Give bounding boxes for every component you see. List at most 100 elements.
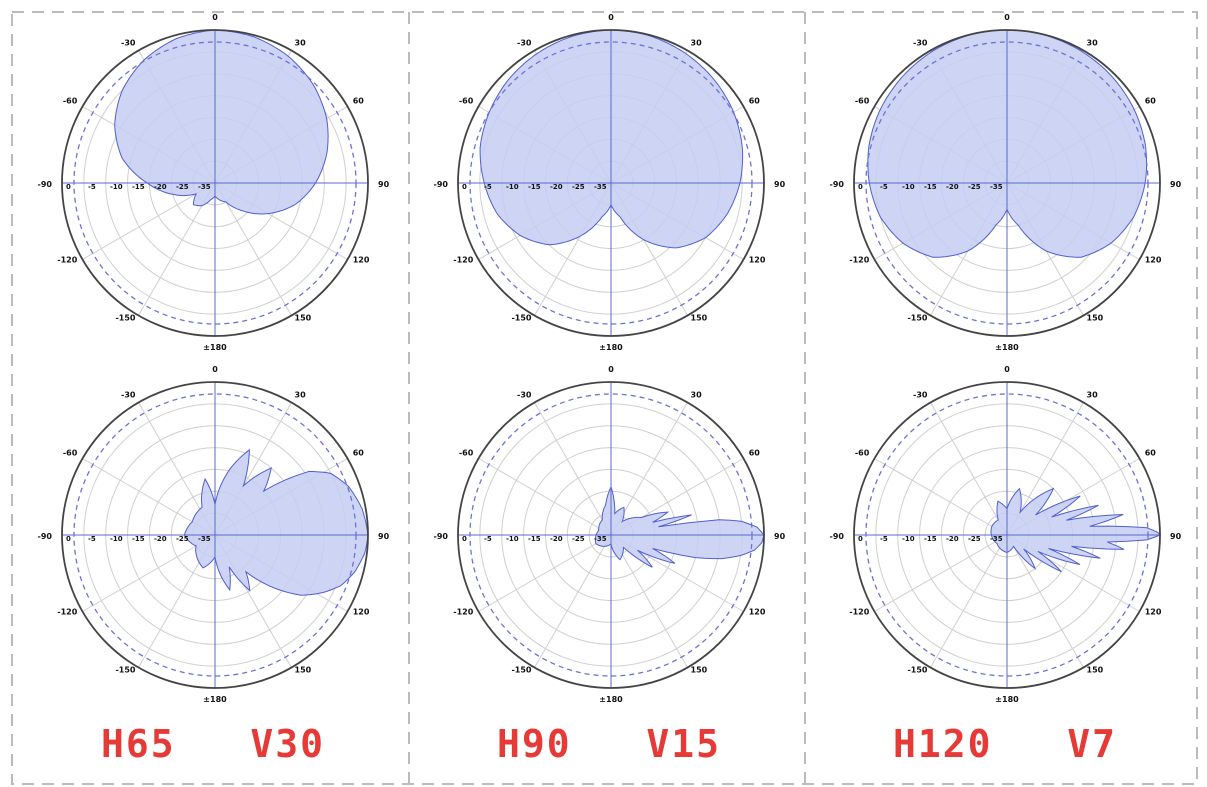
outer-ring: [61, 381, 369, 689]
angle-label: 150: [691, 666, 708, 675]
grid-spoke: [214, 182, 292, 316]
radial-label: -15: [924, 535, 937, 543]
caption-horizontal: H120: [893, 722, 993, 766]
angle-label: -120: [57, 256, 77, 265]
caption-h120-v7: H120 V7: [807, 722, 1203, 766]
radial-label: 0: [66, 183, 71, 191]
radial-label: -15: [132, 535, 145, 543]
angle-label: ±180: [599, 695, 623, 704]
dashed-reference-ring: [73, 41, 357, 325]
angle-label: -150: [907, 666, 927, 675]
angle-label: 120: [1145, 608, 1162, 617]
angle-label: 60: [749, 449, 761, 458]
radial-label: -10: [110, 535, 123, 543]
radial-label: -25: [572, 183, 585, 191]
angle-label: 30: [295, 390, 307, 399]
radial-label: -20: [154, 535, 167, 543]
radial-label: -25: [968, 183, 981, 191]
angle-label: 90: [774, 180, 786, 189]
radial-label: -35: [990, 535, 1003, 543]
radial-label: -35: [198, 535, 211, 543]
angle-label: -60: [459, 97, 474, 106]
radial-label: -25: [968, 535, 981, 543]
angle-label: -120: [57, 608, 77, 617]
outer-ring: [853, 381, 1161, 689]
polar-plot-vertical-h120-v7: 0 30 60 90 120 150 ±180 -150 -120 -90 -60 -30 0 -5 -10…: [830, 365, 1182, 704]
radial-label: -5: [484, 183, 492, 191]
angle-label: -30: [913, 390, 928, 399]
angle-label: 0: [608, 13, 614, 22]
grid-spoke: [478, 534, 612, 612]
angle-label: 30: [1087, 38, 1099, 47]
angle-label: -120: [453, 608, 473, 617]
polar-plot-vertical-h65-v30: 0 30 60 90 120 150 ±180 -150 -120 -90 -60 -30 0 -5 -10…: [38, 365, 390, 704]
radial-label: -20: [154, 183, 167, 191]
angle-label: ±180: [599, 343, 623, 352]
grid-spoke: [82, 182, 216, 260]
angle-label: -150: [511, 314, 531, 323]
angle-label: 0: [212, 13, 218, 22]
grid-spoke: [610, 534, 688, 668]
radial-label: -20: [946, 535, 959, 543]
angle-label: -90: [38, 532, 53, 541]
angle-label: -150: [511, 666, 531, 675]
angle-label: 60: [1145, 449, 1157, 458]
angle-label: 150: [1087, 314, 1104, 323]
outer-dashed-border: [11, 11, 1198, 785]
radial-label: 0: [66, 535, 71, 543]
radial-label: -20: [946, 183, 959, 191]
angle-label: 90: [1170, 180, 1182, 189]
outer-ring: [457, 29, 765, 337]
radiation-pattern: [594, 485, 765, 568]
angle-label: -60: [459, 449, 474, 458]
outer-ring: [61, 29, 369, 337]
caption-h90-v15: H90 V15: [411, 722, 807, 766]
angle-label: 120: [1145, 256, 1162, 265]
angle-label: ±180: [995, 343, 1019, 352]
angle-label: 60: [749, 97, 761, 106]
radial-label: -35: [594, 183, 607, 191]
angle-label: 150: [295, 314, 312, 323]
angle-label: ±180: [995, 695, 1019, 704]
radial-label: -25: [176, 535, 189, 543]
angle-label: -30: [517, 390, 532, 399]
grid-spoke: [478, 458, 612, 536]
angle-label: 30: [1087, 390, 1099, 399]
radial-label: -5: [88, 183, 96, 191]
radial-label: -10: [506, 183, 519, 191]
angle-label: 60: [1145, 97, 1157, 106]
angle-label: -150: [907, 314, 927, 323]
radial-label: -35: [594, 535, 607, 543]
angle-label: -30: [517, 38, 532, 47]
angle-label: -30: [121, 38, 136, 47]
caption-h65-v30: H65 V30: [15, 722, 411, 766]
angle-label: -150: [115, 314, 135, 323]
dashed-reference-ring: [73, 393, 357, 677]
caption-vertical: V15: [646, 722, 721, 766]
radial-label: 0: [462, 535, 467, 543]
grid-spoke: [82, 534, 216, 612]
grid-spoke: [1006, 534, 1084, 668]
radial-label: -10: [902, 535, 915, 543]
angle-label: -90: [830, 532, 845, 541]
angle-label: -30: [913, 38, 928, 47]
radial-label: 0: [858, 183, 863, 191]
radial-label: -15: [528, 183, 541, 191]
radial-label: -10: [506, 535, 519, 543]
caption-vertical: V30: [250, 722, 325, 766]
radiation-pattern: [114, 29, 329, 215]
polar-plot-horizontal-h120-v7: 0 30 60 90 120 150 ±180 -150 -120 -90 -60 -30 0 -5 -10…: [830, 13, 1182, 352]
angle-label: 30: [295, 38, 307, 47]
radial-label: -10: [902, 183, 915, 191]
angle-label: ±180: [203, 343, 227, 352]
angle-label: -60: [63, 97, 78, 106]
angle-label: -150: [115, 666, 135, 675]
angle-label: 120: [353, 608, 370, 617]
angle-label: -120: [849, 608, 869, 617]
angle-label: 60: [353, 97, 365, 106]
panel-borders: [11, 11, 1198, 785]
radial-label: -5: [484, 535, 492, 543]
angle-label: 120: [749, 256, 766, 265]
radial-label: 0: [462, 183, 467, 191]
angle-label: 150: [1087, 666, 1104, 675]
